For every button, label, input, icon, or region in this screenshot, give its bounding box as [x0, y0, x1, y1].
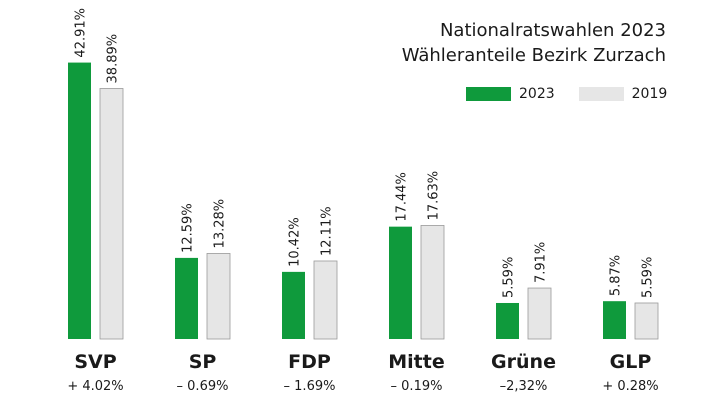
legend-label-2019: 2019: [631, 86, 668, 102]
data-label-2023-sp: 12.59%: [181, 203, 196, 253]
legend-swatch-2019: [578, 87, 624, 101]
data-label-2023-svp: 42.91%: [74, 8, 89, 58]
bar-2019-svp: [99, 88, 124, 340]
data-label-2019-svp: 38.89%: [106, 34, 121, 84]
legend-swatch-2023: [466, 87, 511, 101]
category-label-svp: SVP: [74, 351, 116, 373]
data-label-2023-fdp: 10.42%: [288, 217, 303, 267]
legend: 2023 2019: [466, 86, 691, 102]
change-label-grüne: –2,32%: [500, 379, 548, 394]
change-label-glp: + 0.28%: [602, 379, 658, 394]
change-label-sp: – 0.69%: [177, 379, 229, 394]
bar-2023-fdp: [282, 271, 305, 339]
bar-2019-mitte: [420, 225, 445, 340]
title-line-1: Nationalratswahlen 2023: [439, 20, 666, 41]
bar-2019-glp: [634, 302, 659, 340]
legend-label-2023: 2023: [519, 86, 555, 102]
data-label-2019-sp: 13.28%: [213, 199, 228, 249]
data-label-2019-grüne: 7.91%: [534, 242, 549, 283]
bar-2019-sp: [206, 253, 231, 340]
category-label-sp: SP: [189, 351, 217, 373]
change-label-fdp: – 1.69%: [284, 379, 336, 394]
chart-title: Nationalratswahlen 2023 Wähleranteile Be…: [402, 18, 666, 68]
category-label-glp: GLP: [610, 351, 652, 373]
change-label-mitte: – 0.19%: [391, 379, 443, 394]
category-label-mitte: Mitte: [388, 351, 444, 373]
data-label-2019-glp: 5.59%: [641, 257, 656, 298]
bar-2023-mitte: [389, 226, 412, 339]
title-line-2: Wähleranteile Bezirk Zurzach: [401, 45, 666, 66]
change-label-svp: + 4.02%: [67, 379, 123, 394]
bar-2019-fdp: [313, 260, 338, 340]
bar-2023-sp: [175, 257, 198, 339]
bar-2023-grüne: [496, 302, 519, 339]
data-label-2019-mitte: 17.63%: [427, 171, 442, 221]
data-label-2023-glp: 5.87%: [609, 255, 624, 296]
category-label-fdp: FDP: [288, 351, 331, 373]
bar-2019-grüne: [527, 287, 552, 340]
data-label-2019-fdp: 12.11%: [320, 206, 335, 256]
data-label-2023-grüne: 5.59%: [502, 257, 517, 298]
category-label-grüne: Grüne: [491, 351, 556, 373]
bar-2023-glp: [603, 301, 626, 339]
data-label-2023-mitte: 17.44%: [395, 172, 410, 222]
bar-2023-svp: [68, 62, 91, 339]
